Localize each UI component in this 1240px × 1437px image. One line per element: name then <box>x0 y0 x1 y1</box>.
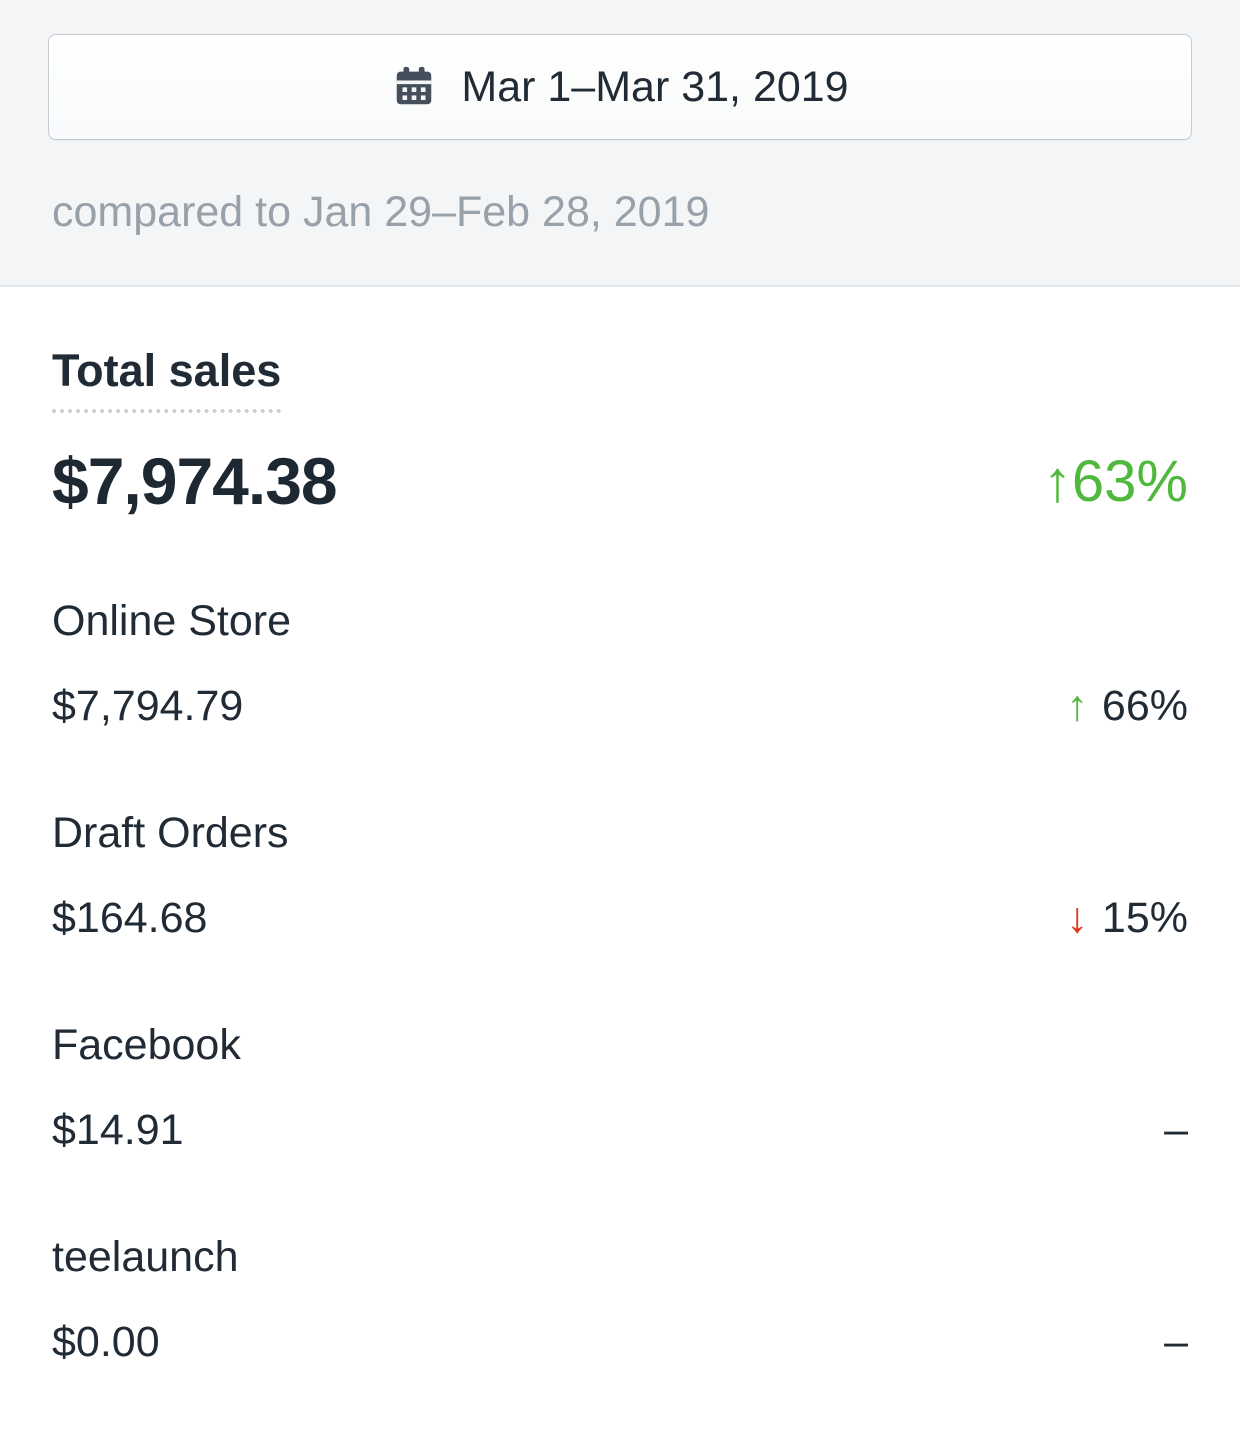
channel-change-percent: 66% <box>1101 682 1188 730</box>
total-change-percent: 63% <box>1071 448 1188 514</box>
up-arrow-icon: ↑ <box>1066 682 1088 730</box>
channel-values-row: $0.00 – <box>52 1318 1188 1367</box>
comparison-period-label: compared to Jan 29–Feb 28, 2019 <box>52 188 710 236</box>
channel-name: teelaunch <box>52 1233 239 1281</box>
channel-block-draft-orders: Draft Orders $164.68 ↓ 15% <box>52 809 1188 943</box>
total-sales-row: $7,974.38 ↑63% <box>52 443 1188 519</box>
channel-name: Online Store <box>52 597 292 645</box>
total-sales-value: $7,974.38 <box>52 444 338 518</box>
channel-block-facebook: Facebook $14.91 – <box>52 1021 1188 1155</box>
channel-value: $14.91 <box>52 1106 184 1154</box>
channel-block-teelaunch: teelaunch $0.00 – <box>52 1233 1188 1367</box>
channel-values-row: $164.68 ↓ 15% <box>52 894 1188 943</box>
channel-value: $7,794.79 <box>52 682 244 730</box>
channel-block-online-store: Online Store $7,794.79 ↑ 66% <box>52 597 1188 731</box>
total-sales-report: Total sales $7,974.38 ↑63% Online Store … <box>0 287 1240 1367</box>
down-arrow-icon: ↓ <box>1066 894 1088 942</box>
total-sales-change: ↑63% <box>1043 448 1188 515</box>
channel-change: ↓ 15% <box>1066 894 1188 943</box>
channel-change: – <box>1164 1106 1188 1155</box>
report-title[interactable]: Total sales <box>52 345 282 413</box>
channel-name: Draft Orders <box>52 809 289 857</box>
channel-change-dash: – <box>1164 1106 1188 1154</box>
channel-name: Facebook <box>52 1021 241 1069</box>
channel-value: $164.68 <box>52 894 208 942</box>
up-arrow-icon: ↑ <box>1042 448 1072 514</box>
channel-change-dash: – <box>1164 1318 1188 1366</box>
channel-change-percent: 15% <box>1101 894 1188 942</box>
channel-change: – <box>1164 1318 1188 1367</box>
calendar-icon <box>391 64 437 110</box>
channel-change: ↑ 66% <box>1066 682 1188 731</box>
channel-values-row: $14.91 – <box>52 1106 1188 1155</box>
channel-values-row: $7,794.79 ↑ 66% <box>52 682 1188 731</box>
channel-value: $0.00 <box>52 1318 160 1366</box>
date-range-button[interactable]: Mar 1–Mar 31, 2019 <box>48 34 1192 140</box>
date-filter-header: Mar 1–Mar 31, 2019 compared to Jan 29–Fe… <box>0 0 1240 287</box>
date-range-label: Mar 1–Mar 31, 2019 <box>461 62 849 111</box>
